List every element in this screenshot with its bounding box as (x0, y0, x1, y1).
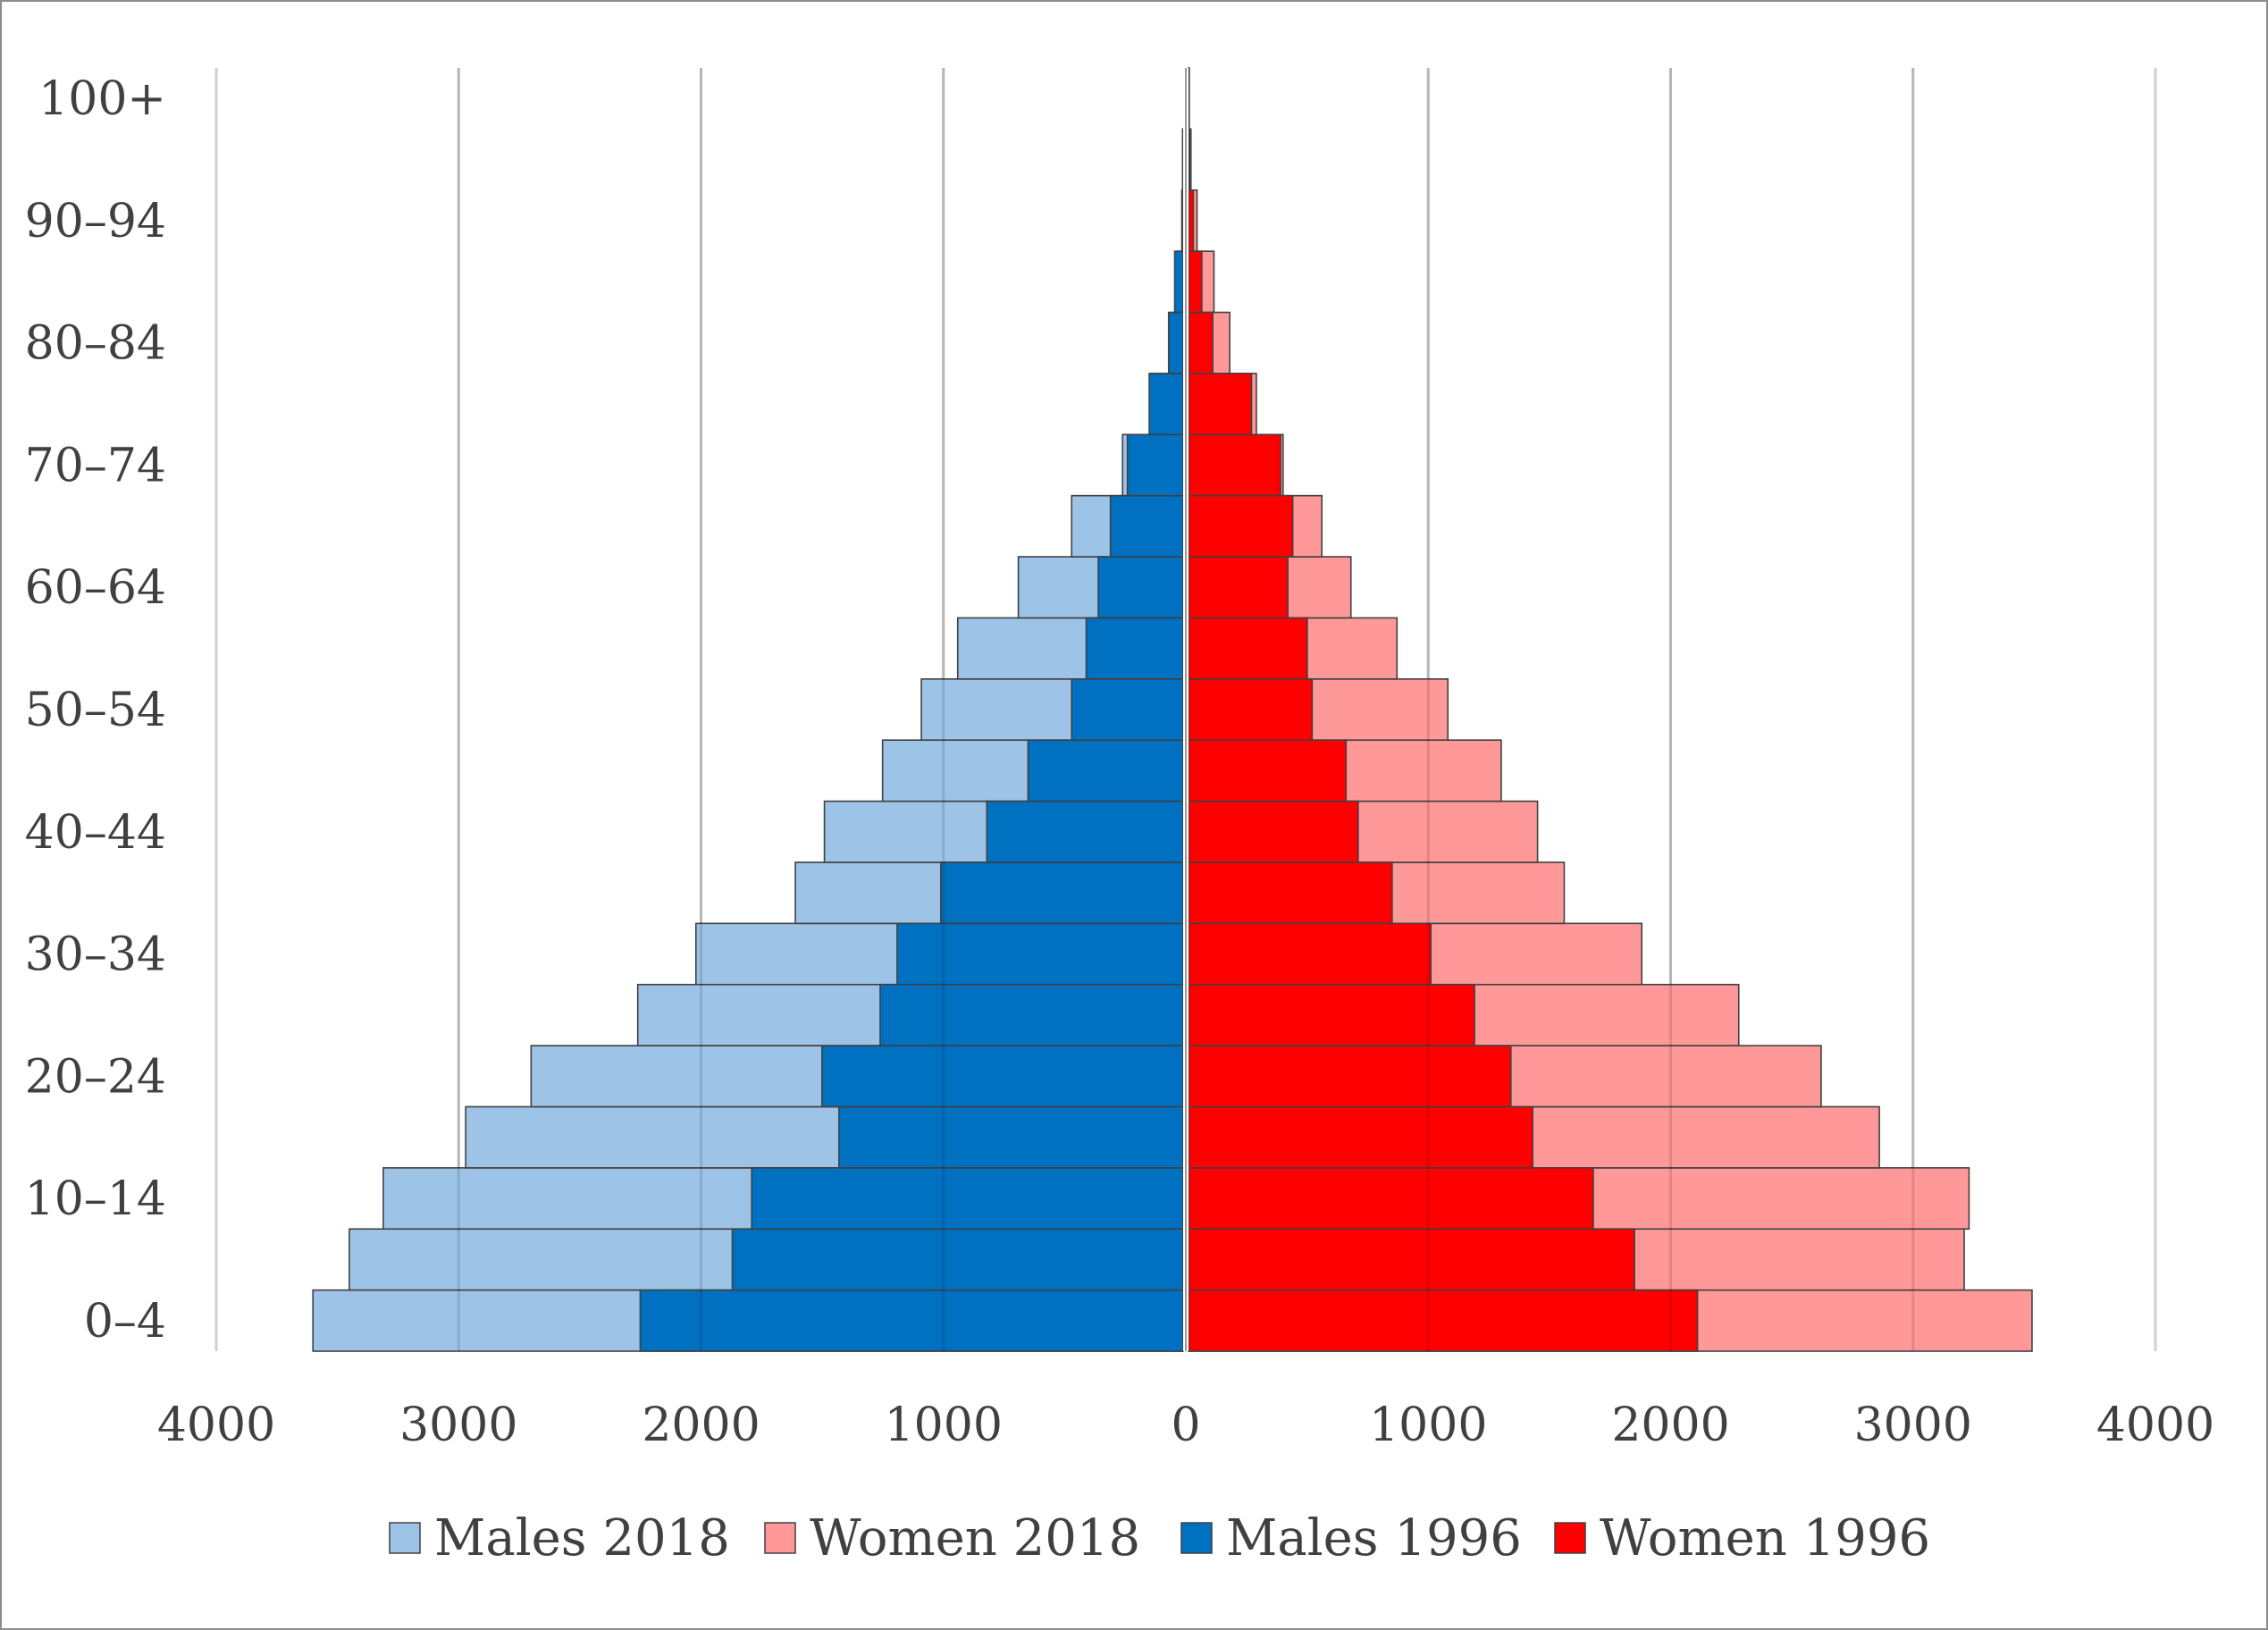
bar-women-1996-3 (1188, 1105, 1533, 1169)
bar-women-1996-1 (1188, 1228, 1635, 1291)
y-label-16: 80–84 (25, 317, 166, 371)
bar-males-1996-4 (821, 1045, 1184, 1108)
y-label-10: 50–54 (25, 684, 166, 737)
bar-women-1996-18 (1188, 189, 1195, 252)
y-label-20: 100+ (38, 72, 166, 126)
bar-males-1996-7 (939, 861, 1184, 925)
bar-women-1996-5 (1188, 983, 1475, 1046)
x-tick-label-5: 1000 (1369, 1399, 1487, 1452)
bar-males-1996-5 (879, 983, 1184, 1046)
bar-women-1996-8 (1188, 800, 1359, 863)
bar-women-1996-11 (1188, 617, 1308, 680)
bar-women-1996-2 (1188, 1167, 1594, 1231)
legend-swatch-women-2018 (764, 1522, 796, 1554)
x-tick-label-0: 4000 (157, 1399, 275, 1452)
bar-women-1996-7 (1188, 861, 1393, 925)
bar-males-1996-8 (986, 800, 1184, 863)
legend: Males 2018 Women 2018 Males 1996 Women 1996 (389, 1509, 1930, 1567)
legend-swatch-males-2018 (389, 1522, 421, 1554)
bar-males-1996-1 (731, 1228, 1184, 1291)
bar-males-1996-9 (1027, 739, 1184, 802)
bar-males-1996-13 (1109, 494, 1184, 558)
bar-women-1996-14 (1188, 433, 1281, 497)
y-label-14: 70–74 (25, 439, 166, 492)
x-tick-label-7: 3000 (1854, 1399, 1972, 1452)
bar-women-1996-4 (1188, 1045, 1512, 1108)
y-label-12: 60–64 (25, 561, 166, 615)
y-label-2: 10–14 (25, 1172, 166, 1226)
bar-women-1996-16 (1188, 311, 1214, 374)
legend-swatch-women-1996 (1554, 1522, 1586, 1554)
bar-women-1996-6 (1188, 922, 1432, 986)
bar-women-1996-13 (1188, 494, 1294, 558)
bar-males-1996-2 (751, 1167, 1184, 1231)
y-axis-labels: 0–4 10–14 20–24 30–34 40–44 50–54 60–64 70–74 80… (25, 72, 166, 1349)
bar-males-1996-10 (1071, 678, 1184, 741)
bar-women-1996-12 (1188, 556, 1289, 619)
bar-women-1996-15 (1188, 373, 1253, 436)
y-label-6: 30–34 (25, 928, 166, 982)
gridline-overlay (457, 68, 1915, 1351)
x-axis-labels: 4000 3000 2000 1000 0 1000 2000 3000 4000 (157, 1399, 2214, 1452)
bar-males-1996-14 (1126, 433, 1184, 497)
bar-males-1996-17 (1173, 250, 1184, 314)
legend-label-males-2018: Males 2018 (434, 1509, 730, 1567)
center-axis (457, 68, 1915, 1351)
bar-males-1996-11 (1085, 617, 1184, 680)
x-tick-label-8: 4000 (2096, 1399, 2214, 1452)
bar-males-1996-15 (1148, 373, 1184, 436)
legend-label-women-1996: Women 1996 (1600, 1509, 1930, 1567)
x-tick-label-4: 0 (1171, 1399, 1200, 1452)
x-tick-label-1: 3000 (399, 1399, 517, 1452)
legend-label-males-1996: Males 1996 (1226, 1509, 1522, 1567)
bar-males-1996-18 (1180, 189, 1184, 252)
legend-label-women-2018: Women 2018 (810, 1509, 1140, 1567)
bar-males-1996-3 (838, 1105, 1184, 1169)
legend-swatch-males-1996 (1180, 1522, 1213, 1554)
bar-males-1996-16 (1167, 311, 1184, 374)
x-tick-label-3: 1000 (885, 1399, 1003, 1452)
y-label-8: 40–44 (25, 806, 166, 860)
y-label-0: 0–4 (84, 1295, 166, 1349)
bar-males-1996-12 (1097, 556, 1184, 619)
y-label-4: 20–24 (25, 1050, 166, 1104)
bar-women-1996-0 (1188, 1289, 1699, 1352)
bar-women-1996-9 (1188, 739, 1348, 802)
bars-1996 (639, 128, 1699, 1352)
bar-women-1996-10 (1188, 678, 1314, 741)
y-label-18: 90–94 (25, 195, 166, 248)
bar-women-1996-17 (1188, 250, 1203, 314)
bar-males-1996-6 (896, 922, 1184, 986)
x-tick-label-6: 2000 (1611, 1399, 1729, 1452)
bar-males-1996-19 (1181, 128, 1184, 191)
bar-males-1996-0 (639, 1289, 1184, 1352)
x-tick-label-2: 2000 (642, 1399, 760, 1452)
